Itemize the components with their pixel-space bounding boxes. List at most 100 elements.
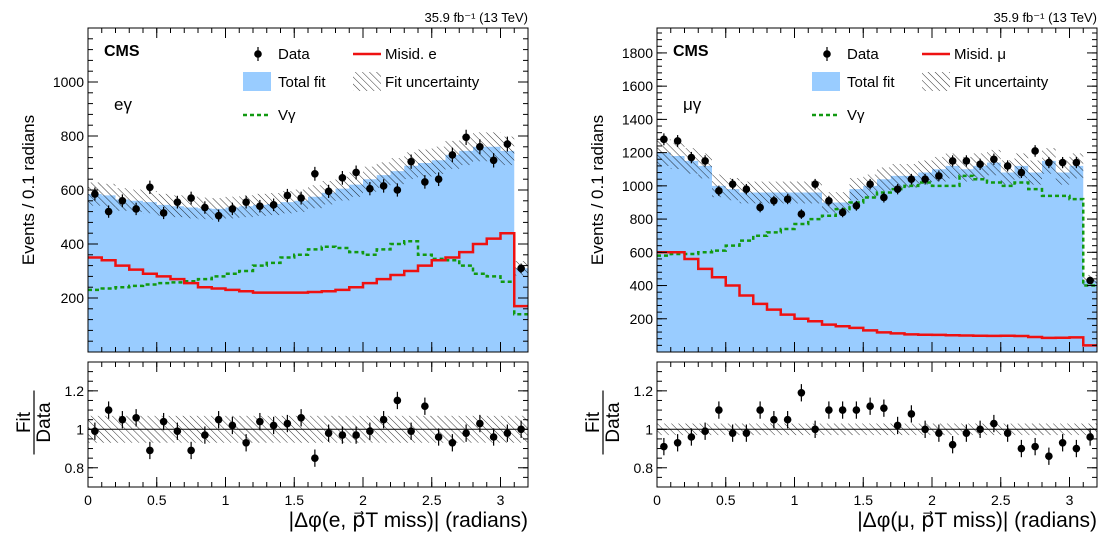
x-tick-label: 3 — [497, 492, 505, 508]
ratio-point — [489, 433, 498, 441]
fit-uncertainty-band — [877, 167, 891, 191]
fit-uncertainty-band — [129, 189, 143, 213]
data-point — [379, 182, 388, 190]
y-tick-label: 1000 — [622, 178, 653, 194]
fit-uncertainty-band — [849, 178, 864, 201]
ratio-label-denominator: Data — [34, 402, 55, 443]
main-plot-area — [88, 129, 528, 352]
ratio-point — [660, 442, 668, 451]
data-point — [880, 193, 888, 202]
ratio-point — [242, 438, 250, 447]
ratio-point — [783, 415, 792, 424]
data-point — [1086, 276, 1094, 285]
legend-vg-label: Vγ — [278, 107, 296, 124]
data-point — [421, 178, 429, 186]
data-point — [146, 183, 154, 192]
legend-total-swatch — [812, 72, 840, 91]
data-point — [838, 208, 847, 217]
data-point — [91, 190, 99, 198]
ratio-point — [921, 425, 929, 434]
y-tick-label: 800 — [630, 211, 654, 227]
data-point — [104, 207, 113, 216]
ratio-label-numerator: Fit — [583, 411, 604, 433]
x-tick-label: 1 — [791, 492, 799, 508]
data-point — [407, 157, 415, 166]
data-point — [990, 155, 998, 164]
x-tick-label: 0 — [84, 492, 92, 508]
fit-uncertainty-band — [101, 183, 116, 207]
data-point — [770, 197, 778, 205]
ratio-point — [173, 427, 182, 436]
data-point — [352, 168, 360, 177]
data-point — [783, 195, 792, 203]
ratio-point — [948, 440, 957, 449]
legend-total-swatch — [243, 72, 271, 91]
misid-line — [657, 251, 1097, 347]
data-point — [242, 198, 250, 206]
fit-uncertainty-band — [459, 136, 473, 166]
ratio-point — [214, 415, 223, 424]
data-point — [338, 174, 347, 182]
ratio-point — [687, 433, 696, 441]
data-point — [701, 157, 709, 165]
data-point — [921, 175, 929, 183]
data-point — [715, 187, 723, 195]
data-point — [503, 140, 512, 148]
fit-uncertainty-band — [767, 181, 781, 204]
ratio-y-tick-label: 1 — [76, 421, 84, 437]
ratio-point — [1058, 438, 1067, 447]
legend-unc-swatch — [353, 72, 381, 91]
ratio-point — [434, 433, 443, 441]
ratio-point — [187, 446, 195, 455]
data-point — [159, 209, 168, 217]
ratio-point — [283, 419, 292, 428]
data-point — [1072, 158, 1081, 167]
ratio-point — [673, 438, 682, 447]
ratio-point — [462, 429, 470, 437]
ratio-point — [797, 388, 806, 397]
ratio-point — [1072, 444, 1081, 453]
ratio-point — [1045, 452, 1053, 461]
legend-data-marker — [254, 50, 262, 58]
ratio-point — [366, 427, 374, 436]
ratio-point — [91, 427, 99, 436]
legend-misid-label: Misid. e — [385, 46, 437, 63]
ratio-point — [146, 446, 154, 455]
x-tick-label: 1 — [222, 492, 230, 508]
data-point — [489, 156, 498, 165]
x-tick-label: 2 — [359, 492, 367, 508]
ratio-point — [976, 425, 984, 434]
fit-uncertainty-band — [835, 192, 850, 213]
data-point — [366, 184, 374, 193]
data-point — [214, 211, 223, 220]
x-tick-label: 3 — [1066, 492, 1074, 508]
data-point — [1058, 158, 1067, 167]
fit-uncertainty-band — [376, 162, 391, 188]
ratio-y-tick-label: 1.2 — [65, 383, 85, 399]
y-tick-label: 800 — [61, 128, 85, 144]
data-point — [324, 187, 333, 196]
ratio-point — [1003, 429, 1012, 437]
ratio-point — [118, 415, 127, 424]
ratio-point — [324, 429, 333, 437]
ratio-label-numerator: Fit — [14, 411, 35, 433]
ratio-point — [1017, 444, 1026, 453]
y-tick-label: 400 — [61, 236, 85, 252]
fit-uncertainty-band — [156, 193, 171, 216]
ratio-point — [866, 402, 874, 411]
y-tick-label: 1800 — [622, 45, 653, 61]
ratio-point — [201, 431, 209, 439]
data-point — [1031, 147, 1039, 155]
vgamma-line — [88, 240, 528, 316]
ratio-point — [228, 421, 237, 430]
ratio-point — [770, 415, 778, 424]
channel-label: eγ — [114, 95, 132, 114]
ratio-point — [1086, 433, 1094, 441]
y-tick-label: 400 — [630, 278, 654, 294]
data-point — [297, 194, 305, 202]
ratio-point — [338, 431, 347, 439]
y-axis-label: Events / 0.1 radians — [588, 115, 607, 265]
ratio-point — [104, 406, 113, 414]
data-point — [269, 201, 278, 209]
data-point — [893, 185, 902, 193]
